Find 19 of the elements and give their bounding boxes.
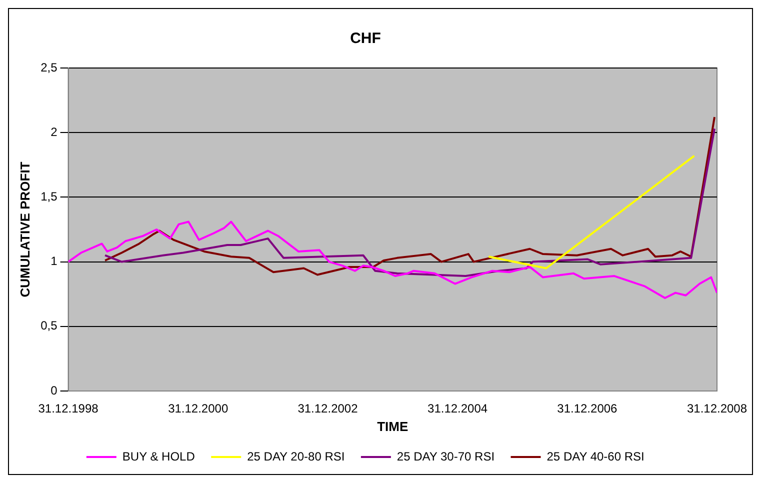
y-tick-label: 1,5 [40, 190, 58, 204]
x-axis-title: TIME [377, 418, 408, 434]
y-tick-label: 2,5 [40, 60, 58, 74]
y-tick-label: 1 [50, 254, 58, 268]
x-tick-label: 31.12.2008 [686, 402, 748, 416]
y-tick-label: 0,5 [40, 318, 58, 333]
y-axis-title: CUMULATIVE PROFIT [17, 162, 32, 298]
x-tick-label: 31.12.2006 [557, 402, 618, 416]
legend-label: 25 DAY 20-80 RSI [247, 449, 345, 464]
y-tick-label: 0 [50, 383, 58, 398]
chart-title: CHF [350, 30, 381, 48]
x-tick-label: 31.12.2000 [168, 402, 228, 416]
legend-label: BUY & HOLD [122, 449, 196, 464]
legend-label: 25 DAY 30-70 RSI [396, 449, 495, 464]
legend-label: 25 DAY 40-60 RSI [546, 449, 644, 464]
y-tick-label: 2 [50, 124, 58, 139]
x-tick-label: 31.12.1998 [38, 402, 99, 416]
x-tick-label: 31.12.2002 [298, 402, 358, 416]
x-tick-label: 31.12.2004 [428, 402, 488, 416]
